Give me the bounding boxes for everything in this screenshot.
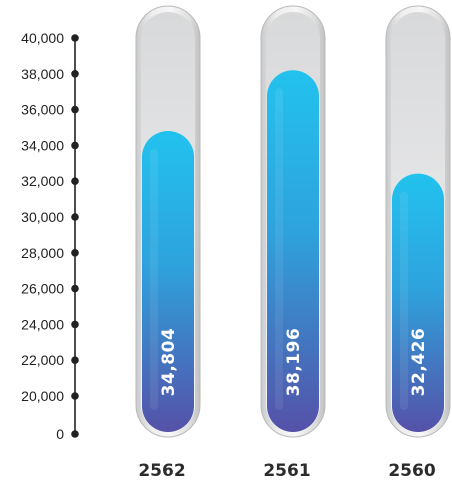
x-tick-label: 2560: [388, 461, 435, 481]
y-tick-dot: [71, 392, 79, 400]
y-tick-label: 0: [56, 426, 64, 442]
y-tick-dot: [71, 430, 79, 438]
x-tick-label: 2561: [263, 461, 310, 481]
y-tick-label: 30,000: [21, 209, 64, 225]
y-axis: 0 20,000 22,000 24,000 26,000 28,000 30,000 32,…: [21, 30, 79, 442]
bar-fill: [392, 173, 444, 433]
y-tick-label: 20,000: [21, 388, 64, 404]
y-tick-dot: [71, 177, 79, 185]
bar-fill: [267, 70, 319, 433]
y-tick-label: 32,000: [21, 173, 64, 189]
bar-highlight: [275, 88, 283, 411]
bar-highlight: [150, 149, 158, 410]
y-tick-dot: [71, 356, 79, 365]
y-tick-label: 40,000: [21, 30, 64, 46]
bar-value-label: 34,804: [159, 328, 179, 397]
y-tick-dot: [71, 70, 79, 78]
y-tick-dot: [71, 284, 79, 293]
bar-2560: 32,426: [385, 5, 451, 438]
y-tick-dot: [71, 34, 79, 42]
y-tick-dot: [71, 213, 79, 221]
bar-fill: [142, 131, 194, 432]
y-tick-label: 38,000: [21, 66, 64, 82]
bar-highlight: [400, 191, 408, 410]
y-tick-label: 28,000: [21, 245, 64, 261]
bar-2562: 34,804: [135, 5, 201, 438]
y-tick-label: 22,000: [21, 352, 64, 368]
y-tick-dot: [71, 105, 79, 114]
y-tick-label: 34,000: [21, 137, 64, 153]
y-tick-label: 24,000: [21, 316, 64, 332]
y-tick-dot: [71, 249, 79, 257]
y-tick-dot: [71, 320, 79, 329]
x-axis-labels: 2562 2561 2560: [138, 461, 435, 481]
y-tick-dot: [71, 141, 79, 150]
y-tick-label: 26,000: [21, 281, 64, 297]
bar-value-label: 32,426: [409, 328, 429, 397]
y-tick-label: 36,000: [21, 102, 64, 118]
bars: 34,804 38,196 32,426: [135, 5, 451, 438]
x-tick-label: 2562: [138, 461, 185, 481]
bar-2561: 38,196: [260, 5, 326, 438]
bar-value-label: 38,196: [284, 328, 304, 397]
